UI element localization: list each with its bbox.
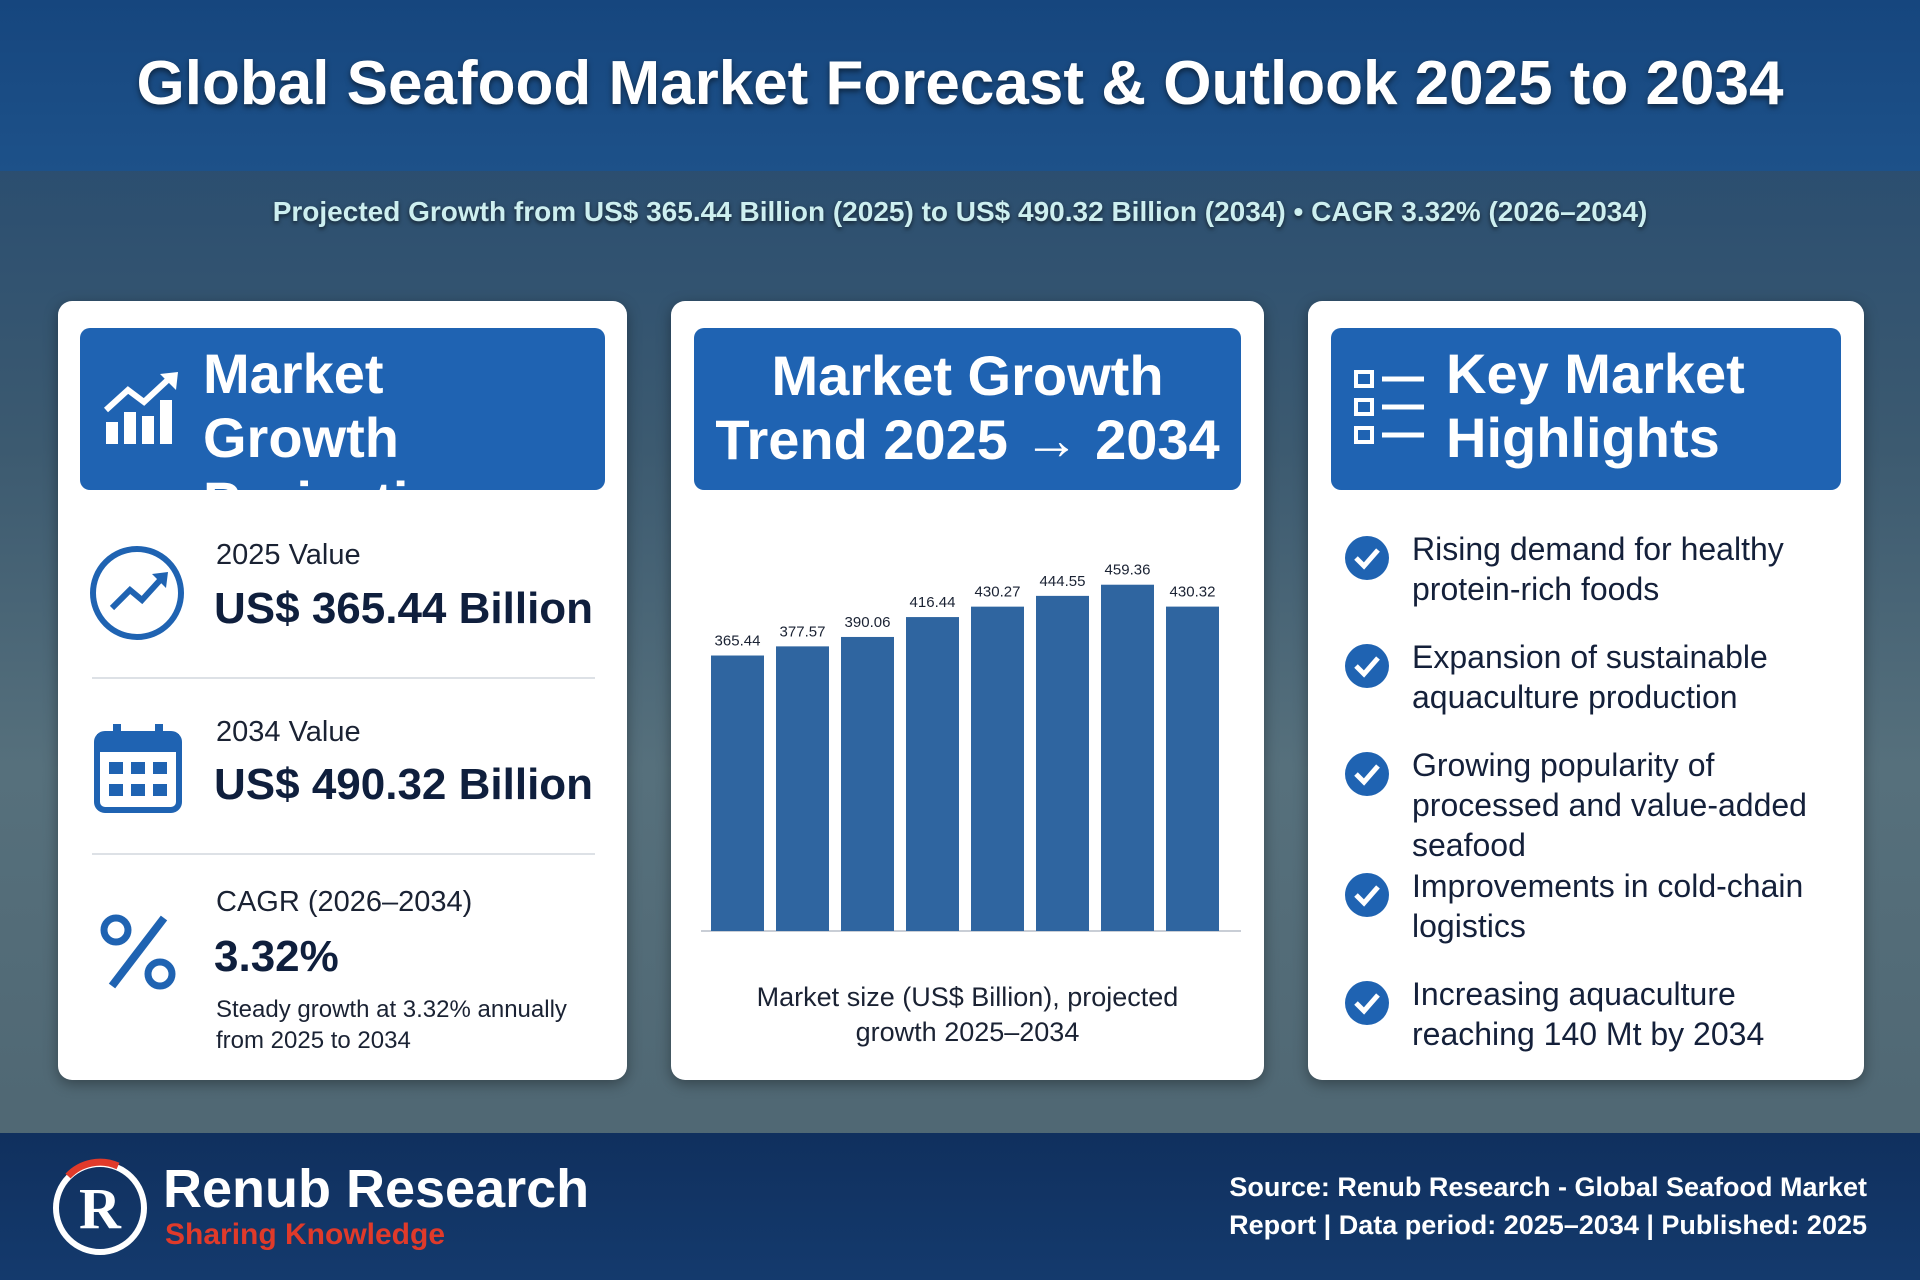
svg-text:R: R bbox=[79, 1176, 122, 1241]
highlight-item: Growing popularity of processed and valu… bbox=[1412, 747, 1807, 863]
calendar-icon bbox=[94, 724, 182, 813]
checklist-icon bbox=[1354, 370, 1424, 444]
brand-logo: R bbox=[53, 1158, 147, 1255]
card-title: Key Market Highlights bbox=[1446, 342, 1745, 469]
item-label: 2025 Value bbox=[216, 539, 361, 571]
check-icon bbox=[1345, 981, 1389, 1025]
highlight-item: Expansion of sustainable aquaculture pro… bbox=[1412, 639, 1768, 715]
value-label: 377.57 bbox=[780, 623, 826, 640]
check-icon bbox=[1345, 536, 1389, 580]
value-label: 430.27 bbox=[975, 584, 1021, 601]
item-note: Steady growth at 3.32% annually from 202… bbox=[216, 996, 567, 1054]
percent-icon bbox=[100, 914, 176, 990]
header-band bbox=[0, 0, 1920, 171]
divider bbox=[92, 677, 595, 679]
value-label: 430.32 bbox=[1170, 584, 1216, 601]
card-header bbox=[694, 328, 1241, 490]
brand-tagline: Sharing Knowledge bbox=[165, 1218, 446, 1251]
highlight-item: Increasing aquaculture reaching 140 Mt b… bbox=[1412, 976, 1765, 1052]
bar bbox=[776, 646, 829, 931]
bar bbox=[841, 636, 894, 931]
item-label: 2034 Value bbox=[216, 716, 361, 748]
chart-caption: Market size (US$ Billion), projected gro… bbox=[756, 982, 1179, 1047]
check-icon bbox=[1345, 644, 1389, 688]
bar bbox=[1101, 584, 1154, 931]
value-label: 390.06 bbox=[845, 614, 891, 631]
item-value: 3.32% bbox=[214, 932, 339, 981]
item-value: US$ 490.32 Billion bbox=[214, 760, 594, 809]
item-value: US$ 365.44 Billion bbox=[214, 584, 594, 633]
page-title: Global Seafood Market Forecast & Outlook… bbox=[136, 49, 1784, 118]
value-label: 365.44 bbox=[715, 633, 761, 650]
value-label: 459.36 bbox=[1105, 562, 1151, 579]
bar bbox=[906, 617, 959, 931]
check-icon bbox=[1345, 873, 1389, 917]
bar bbox=[971, 606, 1024, 931]
value-label: 444.55 bbox=[1040, 573, 1086, 590]
divider bbox=[92, 853, 595, 855]
bar bbox=[1166, 606, 1219, 931]
chart-title: Market Growth Trend 2025 → 2034 bbox=[715, 344, 1220, 471]
value-label: 416.44 bbox=[910, 594, 956, 611]
brand-name: Renub Research bbox=[163, 1159, 590, 1219]
trend-icon bbox=[90, 546, 184, 640]
footer-band bbox=[0, 1133, 1920, 1280]
check-icon bbox=[1345, 752, 1389, 796]
bar-chart: 365.44 377.57 390.06 416.44 430.27 444.55 459.… bbox=[701, 562, 1241, 932]
item-label: CAGR (2026–2034) bbox=[216, 886, 473, 918]
bar bbox=[711, 655, 764, 931]
bar bbox=[1036, 595, 1089, 931]
highlight-item: Rising demand for healthy protein-rich f… bbox=[1412, 531, 1784, 607]
highlight-item: Improvements in cold-chain logistics bbox=[1412, 868, 1804, 944]
card-title: Market Growth Projection bbox=[203, 342, 477, 533]
source-note: Source: Renub Research - Global Seafood … bbox=[1229, 1172, 1867, 1240]
growth-icon bbox=[103, 372, 178, 444]
page-subtitle: Projected Growth from US$ 365.44 Billion… bbox=[272, 196, 1648, 227]
